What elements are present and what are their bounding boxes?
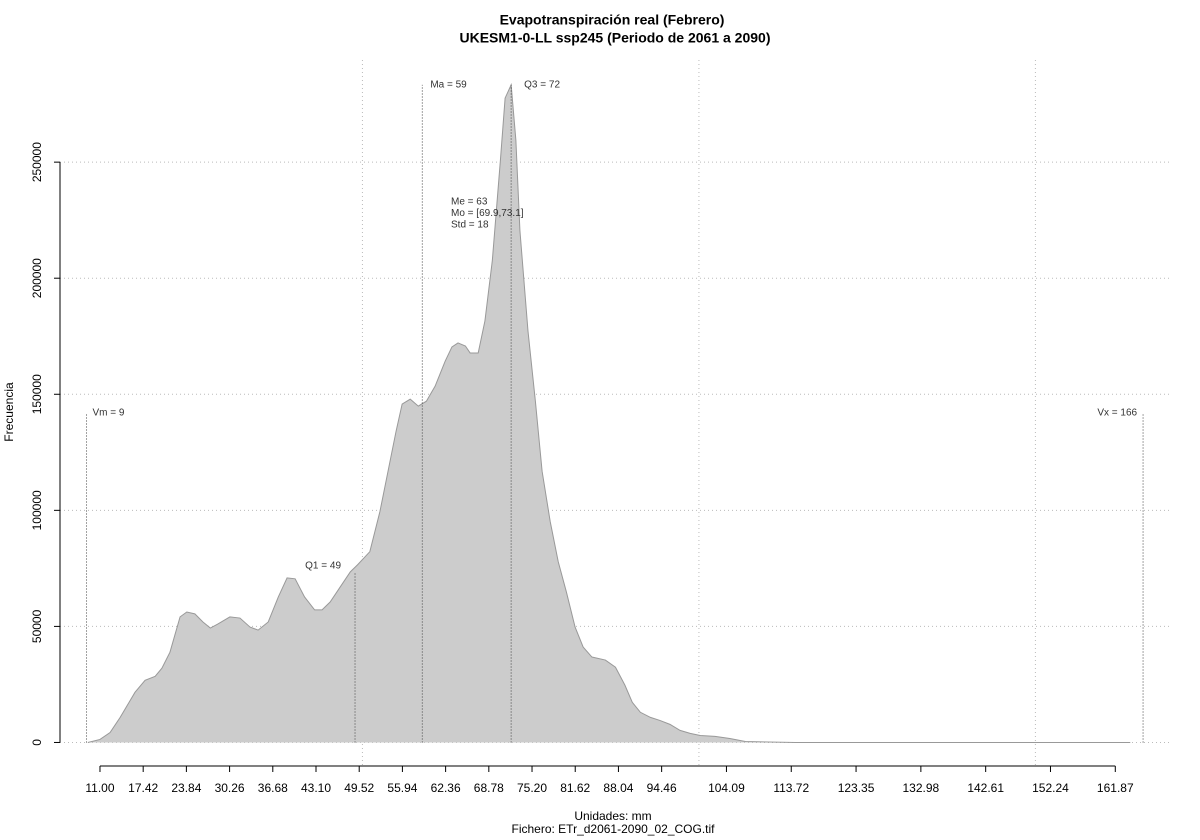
x-tick-label: 152.24 bbox=[1032, 781, 1069, 795]
y-axis-label: Frecuencia bbox=[2, 382, 16, 442]
annotation-label: Ma = 59 bbox=[430, 79, 467, 90]
x-tick-label: 68.78 bbox=[474, 781, 504, 795]
x-tick-label: 11.00 bbox=[85, 781, 114, 795]
annotation-label: Q3 = 72 bbox=[524, 79, 560, 90]
x-tick-label: 23.84 bbox=[171, 781, 201, 795]
chart-title: Evapotranspiración real (Febrero) bbox=[500, 12, 725, 28]
x-axis-label: Unidades: mm bbox=[574, 809, 651, 823]
x-tick-label: 113.72 bbox=[773, 781, 809, 795]
annotation-label: Vm = 9 bbox=[93, 407, 125, 418]
x-tick-label: 81.62 bbox=[560, 781, 590, 795]
caption: Fichero: ETr_d2061-2090_02_COG.tif bbox=[512, 822, 716, 836]
x-tick-label: 62.36 bbox=[431, 781, 461, 795]
y-tick-label: 200000 bbox=[30, 258, 44, 298]
x-tick-label: 161.87 bbox=[1097, 781, 1134, 795]
density-line bbox=[87, 82, 1131, 743]
annotation-label: Q1 = 49 bbox=[305, 560, 341, 571]
y-tick-label: 0 bbox=[30, 739, 44, 746]
annotation-label: Vx = 166 bbox=[1097, 407, 1137, 418]
x-tick-label: 94.46 bbox=[647, 781, 677, 795]
y-tick-label: 150000 bbox=[30, 374, 44, 414]
x-tick-label: 142.61 bbox=[967, 781, 1004, 795]
x-tick-label: 132.98 bbox=[903, 781, 940, 795]
x-tick-label: 55.94 bbox=[387, 781, 417, 795]
y-tick-label: 100000 bbox=[30, 490, 44, 530]
y-tick-label: 250000 bbox=[30, 142, 44, 182]
stats-label: Me = 63 bbox=[451, 197, 488, 208]
x-tick-label: 75.20 bbox=[517, 781, 547, 795]
y-tick-label: 50000 bbox=[30, 609, 44, 643]
stats-label: Mo = [69.9,73.1] bbox=[451, 208, 524, 219]
stats-label: Std = 18 bbox=[451, 220, 489, 231]
chart-subtitle: UKESM1-0-LL ssp245 (Periodo de 2061 a 20… bbox=[460, 30, 771, 46]
x-tick-label: 30.26 bbox=[215, 781, 245, 795]
x-tick-label: 123.35 bbox=[838, 781, 875, 795]
x-tick-label: 36.68 bbox=[258, 781, 288, 795]
x-tick-label: 104.09 bbox=[708, 781, 745, 795]
x-tick-label: 17.42 bbox=[128, 781, 158, 795]
x-tick-label: 43.10 bbox=[301, 781, 331, 795]
density-area bbox=[87, 84, 1131, 743]
x-tick-label: 49.52 bbox=[344, 781, 374, 795]
x-tick-label: 88.04 bbox=[603, 781, 633, 795]
